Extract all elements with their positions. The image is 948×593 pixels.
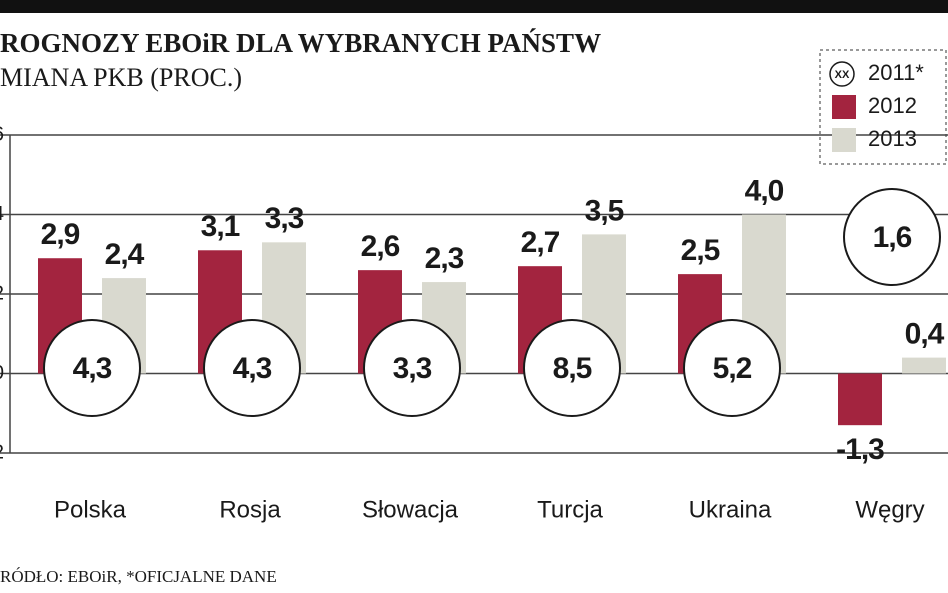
circle-label: 3,3 — [393, 352, 432, 385]
value-label: 2,6 — [361, 230, 400, 263]
value-circle — [43, 319, 141, 417]
x-tick-label: Ukraina — [689, 496, 772, 523]
x-tick-label: Polska — [54, 496, 127, 523]
value-circle — [363, 319, 461, 417]
legend-swatch — [832, 128, 856, 152]
legend-label: 2012 — [868, 93, 917, 118]
y-tick-label: 0 — [0, 362, 4, 384]
value-label: -1,3 — [836, 433, 884, 466]
value-circle — [843, 188, 941, 286]
legend-marker-text: XX — [835, 69, 850, 81]
value-label: 4,0 — [745, 174, 784, 207]
value-circle — [203, 319, 301, 417]
legend-swatch — [832, 95, 856, 119]
y-tick-label: -2 — [0, 441, 4, 463]
top-bar — [0, 0, 948, 13]
y-tick-label: 2 — [0, 282, 4, 304]
x-tick-label: Turcja — [537, 496, 603, 523]
circle-label: 4,3 — [73, 352, 112, 385]
value-label: 2,9 — [41, 218, 80, 251]
x-tick-label: Słowacja — [362, 496, 459, 523]
value-label: 3,3 — [265, 202, 304, 235]
source: RÓDŁO: EBOiR, *OFICJALNE DANE — [0, 567, 277, 586]
y-tick-label: 6 — [0, 123, 4, 145]
value-label: 3,1 — [201, 210, 240, 243]
y-tick-label: 4 — [0, 203, 4, 225]
chart-title: ROGNOZY EBOiR DLA WYBRANYCH PAŃSTW — [0, 28, 601, 58]
value-circle — [683, 319, 781, 417]
value-label: 2,4 — [105, 238, 145, 271]
circle-label: 5,2 — [713, 352, 752, 385]
circle-label: 1,6 — [873, 221, 912, 254]
x-tick-label: Węgry — [855, 496, 924, 523]
legend-marker — [829, 61, 855, 87]
value-label: 3,5 — [585, 194, 624, 227]
chart-subtitle: MIANA PKB (PROC.) — [0, 63, 242, 92]
value-label: 2,3 — [425, 242, 464, 275]
value-circle — [523, 319, 621, 417]
legend-label: 2013 — [868, 126, 917, 151]
value-label: 2,7 — [521, 226, 560, 259]
bar — [838, 373, 882, 426]
circle-label: 4,3 — [233, 352, 272, 385]
x-tick-label: Rosja — [219, 496, 281, 523]
circle-label: 8,5 — [553, 352, 592, 385]
legend-label: 2011* — [868, 60, 924, 85]
value-label: 0,4 — [905, 318, 945, 351]
bar — [902, 357, 946, 374]
value-label: 2,5 — [681, 234, 720, 267]
